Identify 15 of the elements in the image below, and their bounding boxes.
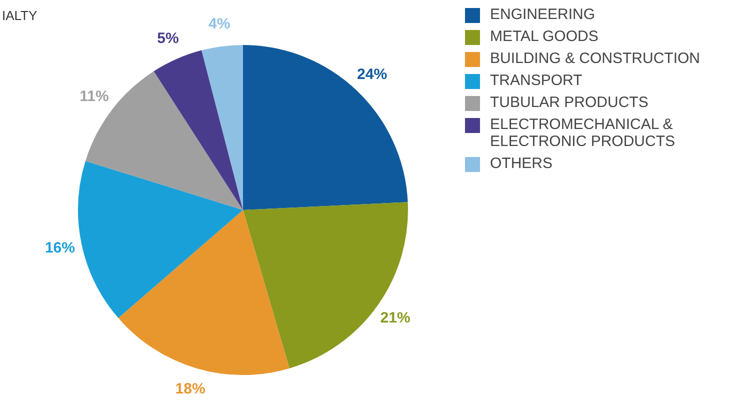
legend-label: METAL GOODS <box>490 28 598 45</box>
data-label: 24% <box>357 66 388 83</box>
legend-label: TRANSPORT <box>490 72 582 89</box>
data-label: 4% <box>208 16 230 33</box>
legend-label: ELECTROMECHANICAL & ELECTRONIC PRODUCTS <box>490 116 676 150</box>
legend-label: OTHERS <box>490 155 553 172</box>
legend-label: TUBULAR PRODUCTS <box>490 94 648 111</box>
data-label: 21% <box>380 310 410 327</box>
chart-title: IALTY <box>2 8 38 23</box>
data-label: 16% <box>44 239 75 256</box>
data-label: 5% <box>157 30 179 47</box>
data-label: 18% <box>175 380 206 398</box>
data-label: 11% <box>80 88 109 105</box>
legend-label: BUILDING & CONSTRUCTION <box>490 50 700 67</box>
legend-label: ENGINEERING <box>490 6 596 23</box>
